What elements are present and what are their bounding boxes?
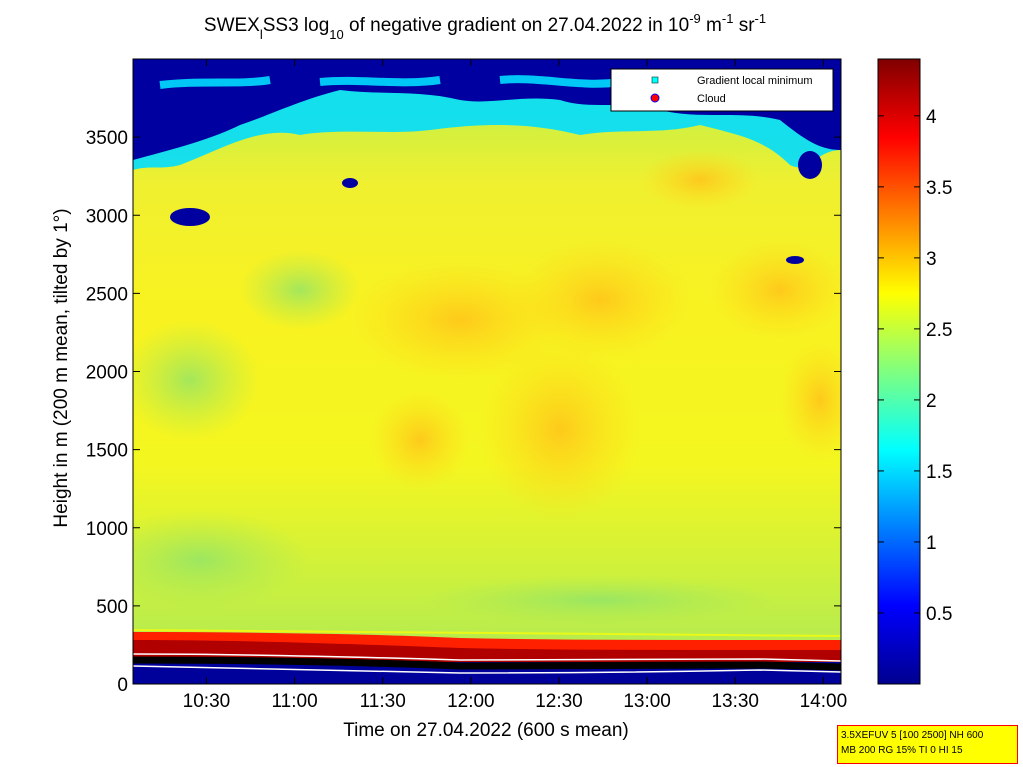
colorbar-tick-label: 1.5 (926, 462, 952, 483)
title-exp2: -1 (722, 11, 734, 26)
x-tick-label: 11:30 (360, 691, 406, 712)
title-text: of negative gradient on 27.04.2022 in 10 (344, 15, 689, 36)
legend-marker-gradient-minimum (651, 76, 659, 84)
y-axis-ticks: 0 500 1000 1500 2000 2500 3000 3500 (86, 128, 841, 696)
colorbar-tick-label: 2 (926, 391, 937, 412)
x-tick-label: 12:00 (447, 691, 495, 712)
title-exp1: -9 (689, 11, 701, 26)
colorbar-tick-label: 3 (926, 249, 937, 270)
y-tick-label: 0 (117, 675, 128, 696)
colorbar-tick-label: 3.5 (926, 178, 952, 199)
y-tick-label: 1500 (86, 441, 128, 462)
x-tick-label: 14:00 (800, 691, 848, 712)
y-tick-label: 3500 (86, 128, 128, 149)
title-exp3: -1 (755, 11, 767, 26)
title-prefix: SWEX (204, 15, 260, 36)
x-axis-ticks: 10:30 11:00 11:30 12:00 12:30 13:00 13:30 14:00 (183, 59, 847, 712)
legend-box (610, 68, 834, 112)
colorbar-tick-label: 4 (926, 107, 937, 128)
colorbar-tick-label: 0.5 (926, 604, 952, 625)
title-unit2: sr (733, 15, 755, 36)
title-middle: SS3 log (263, 15, 330, 36)
x-tick-label: 13:00 (623, 691, 671, 712)
x-tick-label: 11:00 (272, 691, 318, 712)
title-unit1: m (701, 15, 722, 36)
x-tick-label: 13:30 (711, 691, 759, 712)
colorbar-tick-label: 2.5 (926, 320, 952, 341)
legend-label-gradient-minimum: Gradient local minimum (697, 75, 813, 87)
legend: Gradient local minimum Cloud (610, 68, 834, 112)
y-axis-label: Height in m (200 m mean, tilted by 1°) (51, 208, 72, 527)
chart-title: SWEXlSS3 log10 of negative gradient on 2… (204, 11, 766, 42)
title-log-sub: 10 (329, 27, 343, 42)
y-tick-label: 3000 (86, 206, 128, 227)
y-tick-label: 1000 (86, 519, 128, 540)
x-tick-label: 12:30 (535, 691, 583, 712)
colorbar-ticks: 0.5 1 1.5 2 2.5 3 3.5 4 (878, 107, 952, 625)
colorbar (877, 58, 921, 685)
y-tick-label: 2000 (86, 363, 128, 384)
x-tick-label: 10:30 (183, 691, 231, 712)
legend-label-cloud: Cloud (697, 93, 726, 105)
info-box: 3.5XEFUV 5 [100 2500] NH 600 MB 200 RG 1… (837, 725, 1018, 764)
y-tick-label: 2500 (86, 284, 128, 305)
title-prefix-sub: l (260, 27, 263, 42)
colorbar-tick-label: 1 (926, 533, 937, 554)
heatmap-field (133, 59, 841, 684)
legend-marker-cloud (650, 93, 660, 103)
x-axis-label: Time on 27.04.2022 (600 s mean) (343, 720, 629, 741)
info-line-1: 3.5XEFUV 5 [100 2500] NH 600 (841, 730, 984, 741)
y-tick-label: 500 (96, 597, 128, 618)
info-line-2: MB 200 RG 15% TI 0 HI 15 (841, 745, 963, 756)
